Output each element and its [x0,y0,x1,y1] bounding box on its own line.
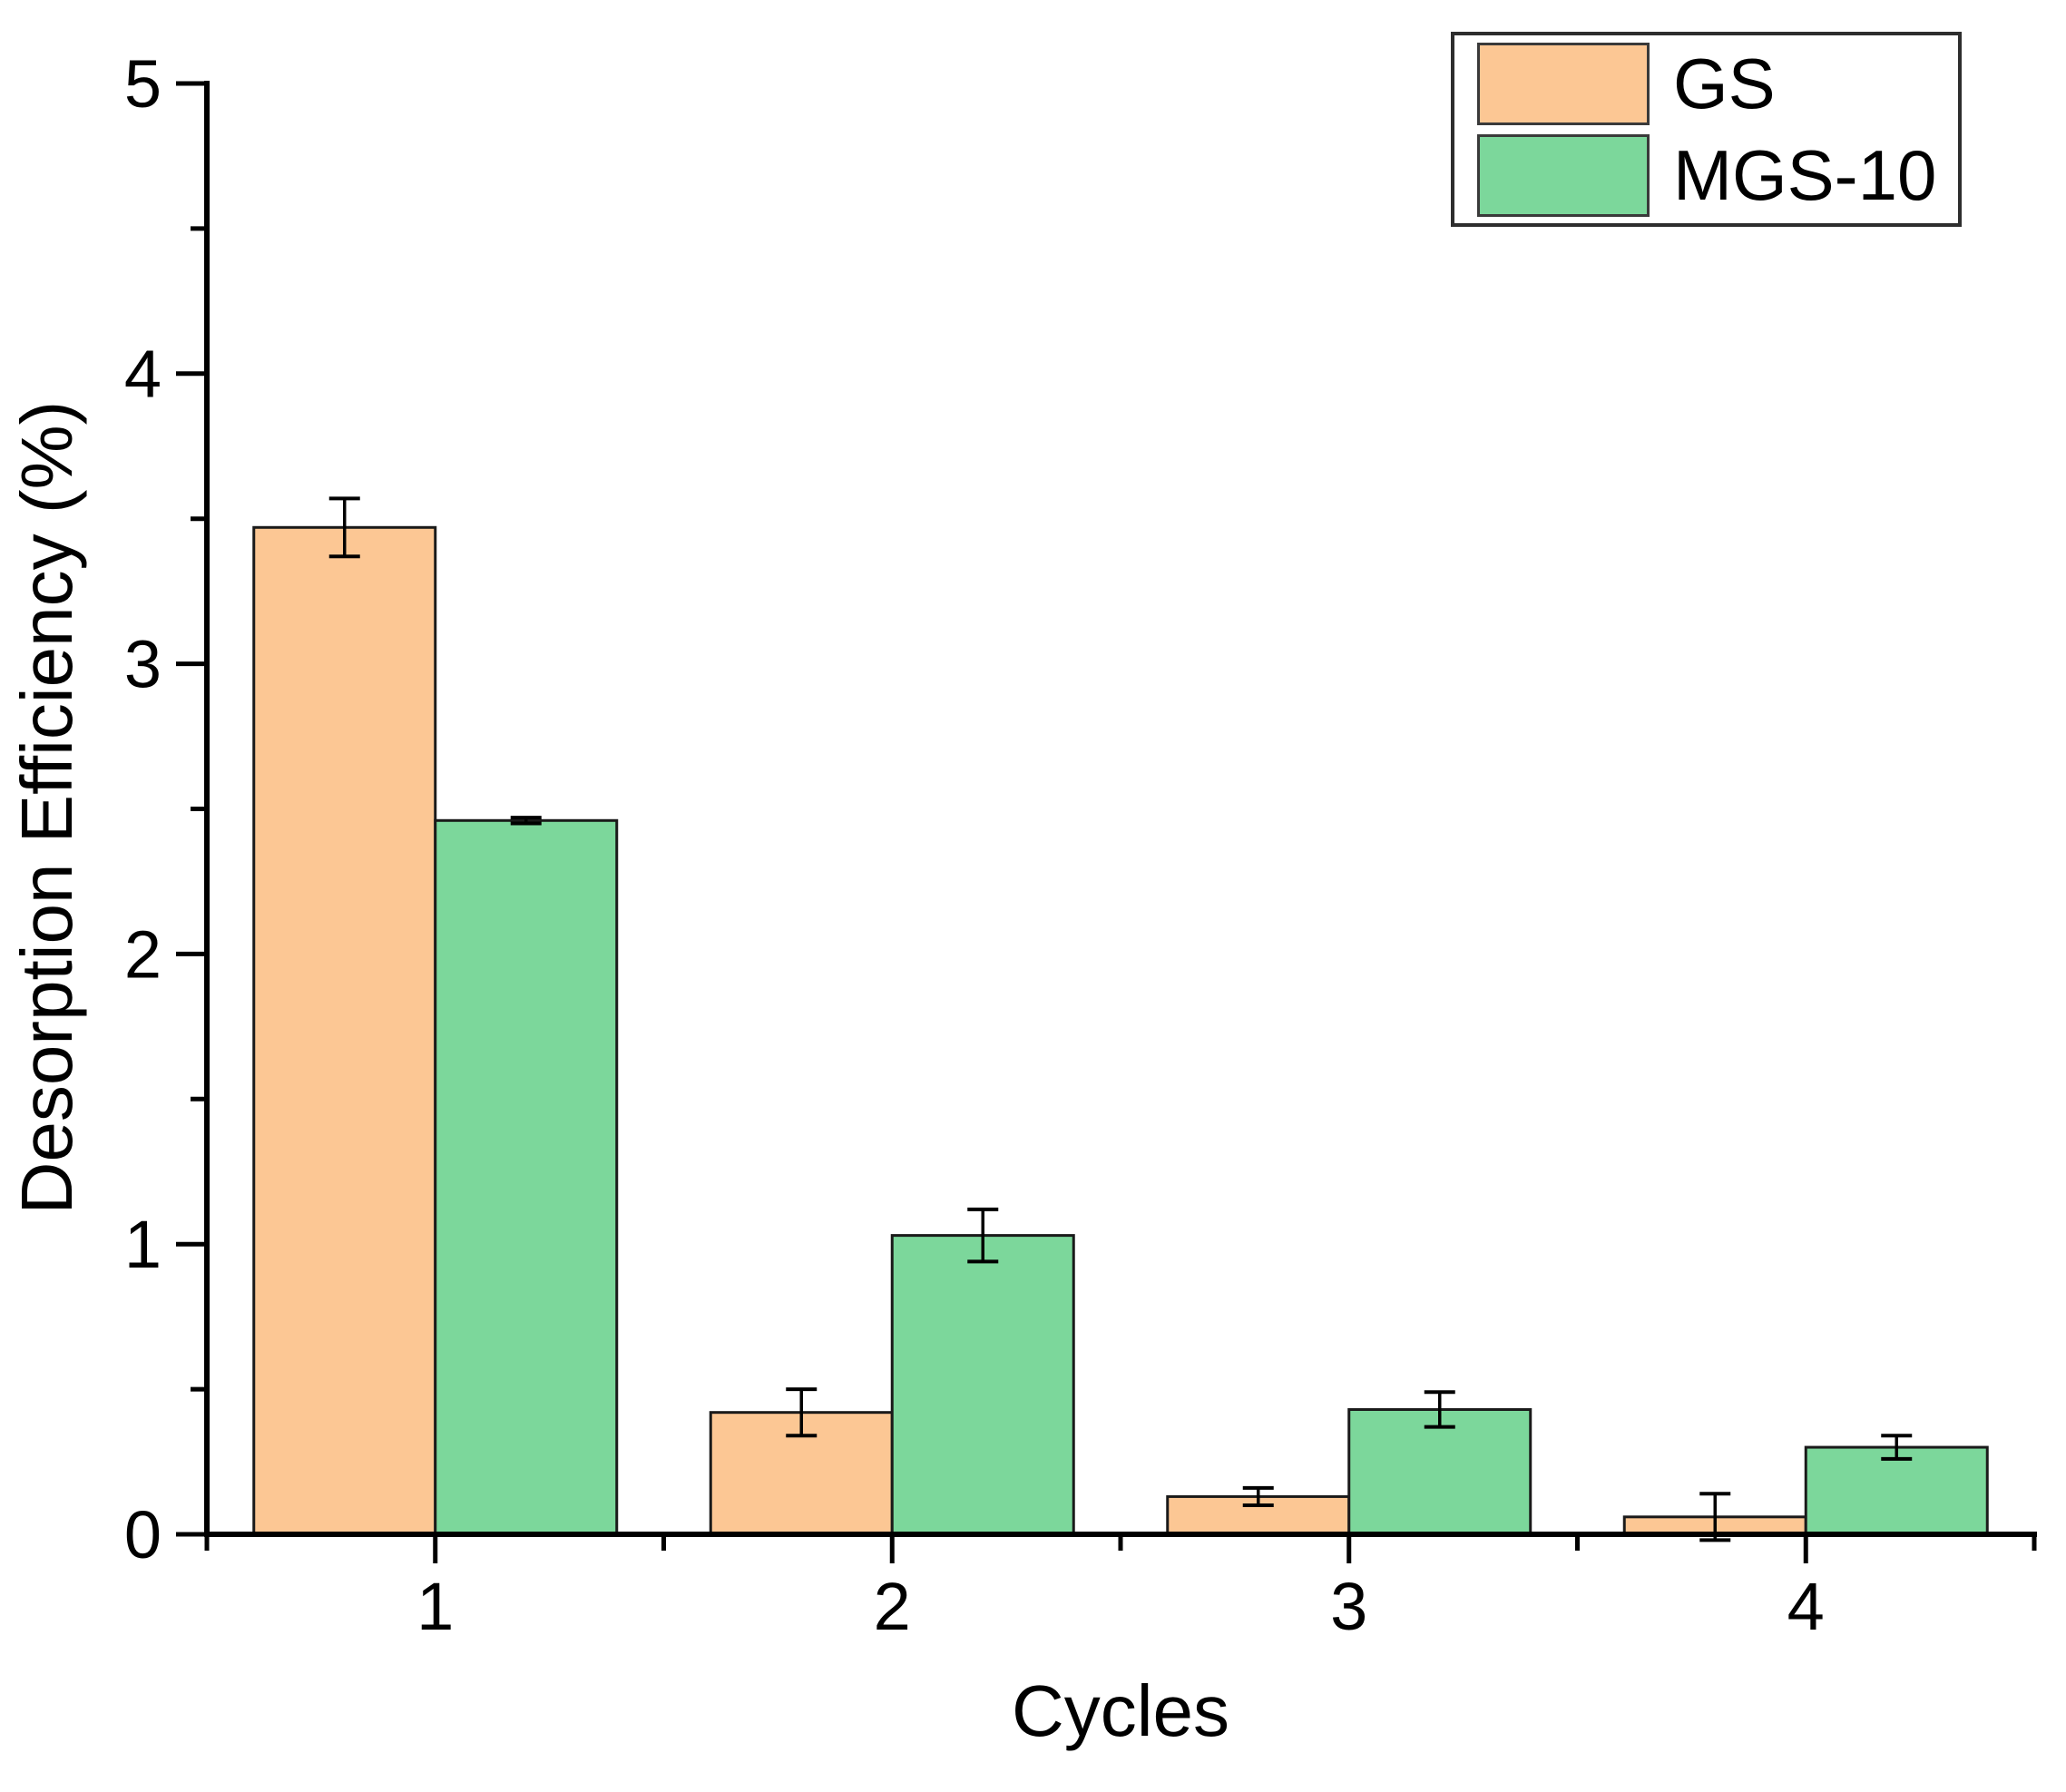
y-tick-label-2: 2 [124,916,162,992]
x-tick-label-3: 3 [1330,1569,1367,1644]
y-axis-title: Desorption Efficiency (%) [6,400,87,1215]
y-tick-label-4: 4 [124,337,162,412]
legend-box: GS MGS-10 [1451,32,1962,227]
y-tick-label-0: 0 [124,1497,162,1572]
bar-mgs-10-cycle-2 [890,1234,1075,1536]
bar-gs-cycle-1 [252,525,437,1536]
legend-item-mgs-10: MGS-10 [1477,133,1958,217]
y-tick-label-5: 5 [124,46,162,122]
x-tick-label-1: 1 [416,1569,454,1644]
y-tick-label-3: 3 [124,627,162,702]
legend-swatch-mgs-10 [1477,133,1650,217]
legend-item-gs: GS [1477,42,1958,125]
legend-label-gs: GS [1673,44,1776,123]
legend-swatch-gs [1477,42,1650,125]
legend-label-mgs-10: MGS-10 [1673,135,1937,215]
x-axis-title: Cycles [1011,1670,1230,1751]
x-tick-label-2: 2 [874,1569,911,1644]
bar-mgs-10-cycle-1 [434,818,619,1536]
y-tick-label-1: 1 [124,1207,162,1282]
x-tick-label-4: 4 [1787,1569,1825,1644]
